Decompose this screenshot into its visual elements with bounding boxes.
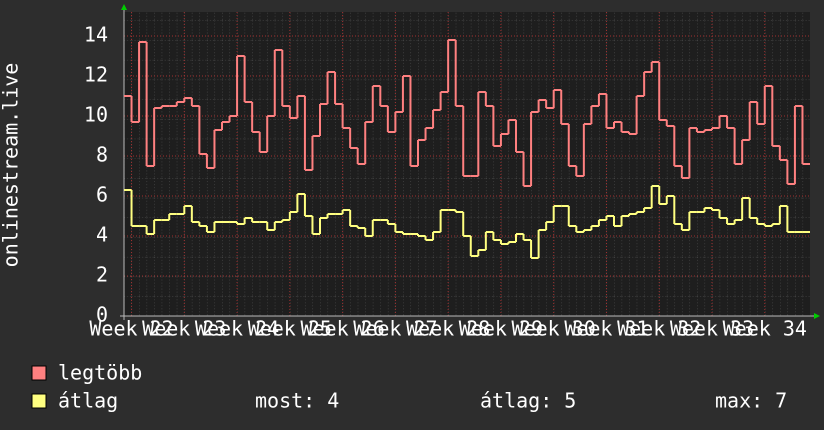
y-tick-label: 8 <box>96 143 108 167</box>
stat-label: max: <box>715 389 763 413</box>
y-tick-label: 2 <box>96 263 108 287</box>
x-tick-label: Week 34 <box>723 317 807 341</box>
x-tick-label: Week 26 <box>300 317 384 341</box>
y-tick-label: 4 <box>96 223 108 247</box>
x-tick-label: Week 22 <box>89 317 173 341</box>
x-tick-label: Week 23 <box>142 317 226 341</box>
legend-swatch <box>31 365 47 381</box>
legend-label: legtöbb <box>58 361 142 385</box>
minor-grid <box>124 12 810 316</box>
x-tick-label: Week 29 <box>459 317 543 341</box>
x-tick-label: Week 30 <box>512 317 596 341</box>
x-tick-label: Week 33 <box>670 317 754 341</box>
y-tick-label: 12 <box>84 63 108 87</box>
x-tick-label: Week 27 <box>353 317 437 341</box>
x-tick-label: Week 31 <box>564 317 648 341</box>
stat-label: most: <box>255 389 315 413</box>
x-tick-label: Week 32 <box>617 317 701 341</box>
legend-label: átlag <box>58 389 118 413</box>
stat-value: 5 <box>564 389 576 413</box>
stat-value: 4 <box>327 389 339 413</box>
y-axis-title: onlinestream.live <box>0 63 23 268</box>
y-tick-label: 6 <box>96 183 108 207</box>
y-tick-label: 0 <box>96 303 108 327</box>
x-tick-label: Week 28 <box>406 317 490 341</box>
stat-label: átlag: <box>480 389 552 413</box>
legend-swatch <box>31 393 47 409</box>
axis-arrow <box>814 313 820 319</box>
y-tick-label: 14 <box>84 23 108 47</box>
axis-arrow <box>121 4 127 10</box>
step-riser <box>130 186 789 258</box>
stat-value: 7 <box>775 389 787 413</box>
x-tick-label: Week 24 <box>195 317 279 341</box>
x-tick-label: Week 25 <box>248 317 332 341</box>
y-tick-label: 10 <box>84 103 108 127</box>
step-riser <box>130 40 804 186</box>
